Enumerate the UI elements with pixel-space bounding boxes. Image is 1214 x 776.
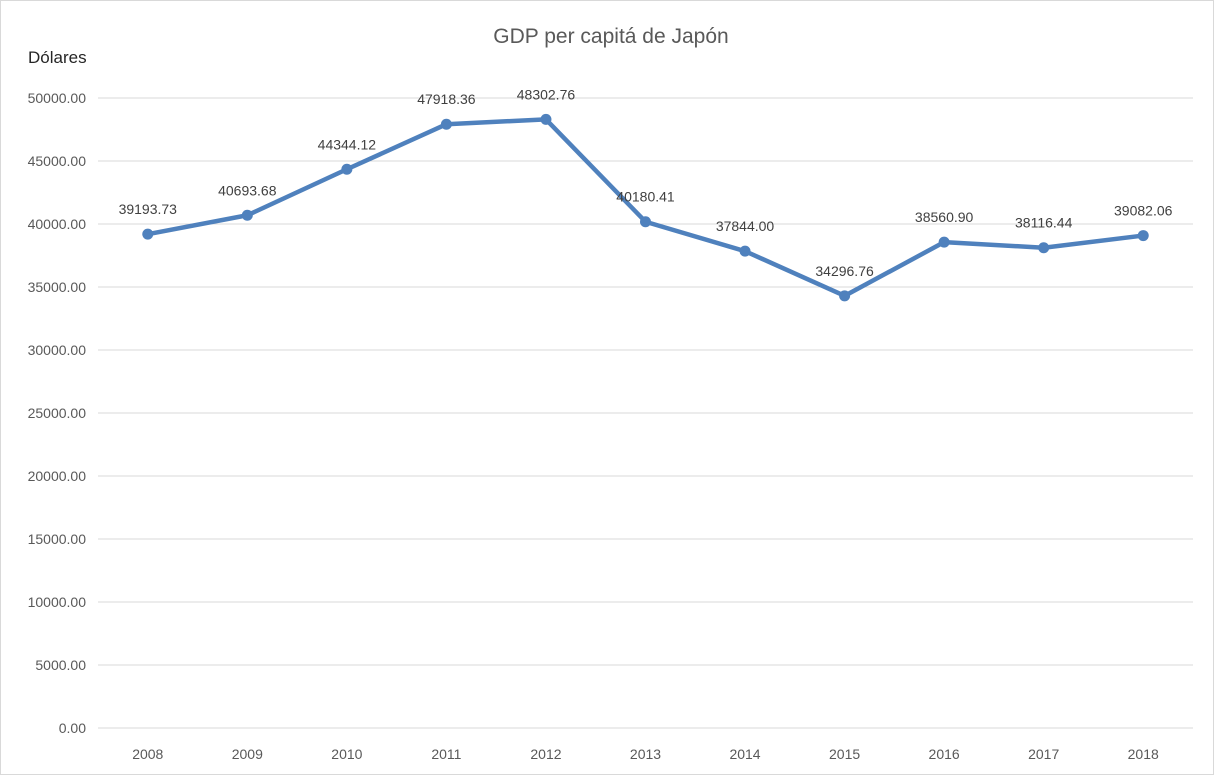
data-point — [440, 118, 452, 130]
x-tick-label: 2012 — [530, 746, 561, 762]
y-tick-label: 5000.00 — [35, 657, 86, 673]
data-point — [739, 245, 751, 257]
y-tick-label: 25000.00 — [28, 405, 87, 421]
y-tick-label: 50000.00 — [28, 90, 87, 106]
y-tick-label: 15000.00 — [28, 531, 87, 547]
x-tick-label: 2013 — [630, 746, 661, 762]
data-label: 39082.06 — [1114, 203, 1173, 219]
x-tick-label: 2009 — [232, 746, 263, 762]
chart-title: GDP per capitá de Japón — [493, 25, 728, 48]
data-label: 39193.73 — [119, 201, 178, 217]
x-tick-label: 2018 — [1128, 746, 1159, 762]
data-point — [142, 228, 154, 240]
y-tick-label: 40000.00 — [28, 216, 87, 232]
data-point — [640, 216, 651, 228]
x-tick-label: 2017 — [1028, 746, 1059, 762]
x-tick-label: 2011 — [431, 746, 461, 762]
series-line-group — [142, 113, 1149, 302]
x-tick-label: 2015 — [829, 746, 860, 762]
data-label: 37844.00 — [716, 218, 775, 234]
data-point — [839, 290, 851, 302]
x-tick-label: 2010 — [331, 746, 362, 762]
data-label: 38560.90 — [915, 209, 974, 225]
data-label: 40180.41 — [616, 189, 675, 205]
data-label: 34296.76 — [815, 263, 874, 279]
x-tick-labels: 2008 2009 2010 2011 2012 2013 2014 2015 2016 2017… — [132, 746, 1159, 762]
y-tick-label: 45000.00 — [28, 153, 87, 169]
x-tick-label: 2008 — [132, 746, 163, 762]
y-tick-label: 20000.00 — [28, 468, 87, 484]
y-tick-label: 0.00 — [59, 720, 86, 736]
series-line — [145, 117, 1146, 299]
x-tick-label: 2014 — [729, 746, 760, 762]
data-point — [241, 209, 253, 221]
x-tick-label: 2016 — [929, 746, 960, 762]
y-tick-label: 35000.00 — [28, 279, 87, 295]
data-label: 48302.76 — [517, 86, 576, 102]
y-tick-labels: 0.00 5000.00 10000.00 15000.00 20000.00 25000… — [28, 90, 87, 736]
data-point — [1137, 230, 1149, 242]
data-label: 40693.68 — [218, 182, 277, 198]
data-point — [341, 163, 353, 175]
data-labels: 39193.73 40693.68 44344.12 47918.36 48302.76… — [119, 86, 1173, 278]
data-point — [938, 236, 950, 248]
data-point — [1038, 242, 1050, 254]
data-point — [540, 113, 552, 125]
y-tick-label: 30000.00 — [28, 342, 87, 358]
data-label: 47918.36 — [417, 91, 476, 107]
data-label: 44344.12 — [318, 136, 377, 152]
y-axis-label: Dólares — [28, 48, 87, 67]
y-tick-label: 10000.00 — [28, 594, 87, 610]
data-label: 38116.44 — [1015, 215, 1073, 231]
